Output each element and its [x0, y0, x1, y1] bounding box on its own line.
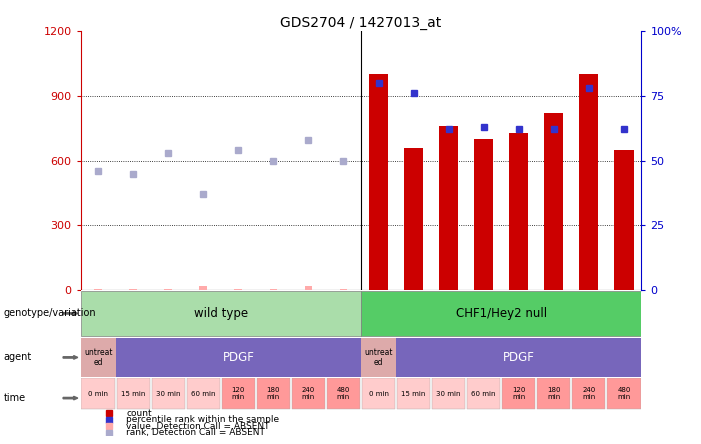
Text: rank, Detection Call = ABSENT: rank, Detection Call = ABSENT [126, 428, 265, 437]
Text: untreat
ed: untreat ed [365, 348, 393, 367]
Text: 180
min: 180 min [266, 387, 280, 400]
Text: count: count [126, 409, 152, 418]
Bar [81, 291, 361, 336]
Bar [151, 378, 185, 409]
Text: 30 min: 30 min [156, 391, 180, 397]
Bar [234, 289, 243, 290]
Bar [404, 147, 423, 290]
Text: 480
min: 480 min [336, 387, 350, 400]
Bar [270, 289, 278, 290]
Text: wild type: wild type [193, 307, 248, 320]
Bar [397, 378, 430, 409]
Bar [361, 291, 641, 336]
Bar [614, 150, 634, 290]
Text: PDGF: PDGF [222, 351, 254, 364]
Text: 480
min: 480 min [617, 387, 631, 400]
Bar [396, 338, 641, 377]
Text: 180
min: 180 min [547, 387, 561, 400]
Bar [607, 378, 641, 409]
Bar [186, 378, 220, 409]
Text: untreat
ed: untreat ed [84, 348, 112, 367]
Bar [544, 113, 564, 290]
Text: 0 min: 0 min [369, 391, 388, 397]
Text: 240
min: 240 min [583, 387, 595, 400]
Text: genotype/variation: genotype/variation [4, 309, 96, 318]
Bar [467, 378, 501, 409]
Bar [200, 286, 207, 290]
Bar [537, 378, 571, 409]
Bar [130, 289, 137, 290]
Bar [94, 289, 102, 290]
Bar [439, 126, 458, 290]
Bar [572, 378, 606, 409]
Title: GDS2704 / 1427013_at: GDS2704 / 1427013_at [280, 16, 442, 30]
Bar [432, 378, 465, 409]
Text: CHF1/Hey2 null: CHF1/Hey2 null [456, 307, 547, 320]
Bar [474, 139, 494, 290]
Bar [579, 74, 599, 290]
Bar [305, 286, 313, 290]
Bar [116, 378, 150, 409]
Text: 0 min: 0 min [88, 391, 108, 397]
Bar [257, 378, 290, 409]
Text: PDGF: PDGF [503, 351, 535, 364]
Bar [292, 378, 325, 409]
Text: 60 min: 60 min [472, 391, 496, 397]
Bar [81, 378, 115, 409]
Bar [509, 132, 529, 290]
Bar [362, 378, 395, 409]
Text: 120
min: 120 min [512, 387, 526, 400]
Bar [369, 74, 388, 290]
Bar [340, 289, 348, 290]
Text: 240
min: 240 min [302, 387, 315, 400]
Text: time: time [4, 393, 26, 403]
Text: 15 min: 15 min [402, 391, 426, 397]
Text: 15 min: 15 min [121, 391, 145, 397]
Bar [222, 378, 255, 409]
Text: agent: agent [4, 353, 32, 362]
Bar [116, 338, 361, 377]
Text: 30 min: 30 min [437, 391, 461, 397]
Bar [361, 338, 396, 377]
Text: 120
min: 120 min [231, 387, 245, 400]
Bar [81, 338, 116, 377]
Bar [164, 289, 172, 290]
Text: value, Detection Call = ABSENT: value, Detection Call = ABSENT [126, 422, 270, 431]
Text: percentile rank within the sample: percentile rank within the sample [126, 415, 279, 424]
Bar [502, 378, 536, 409]
Bar [327, 378, 360, 409]
Text: 60 min: 60 min [191, 391, 215, 397]
